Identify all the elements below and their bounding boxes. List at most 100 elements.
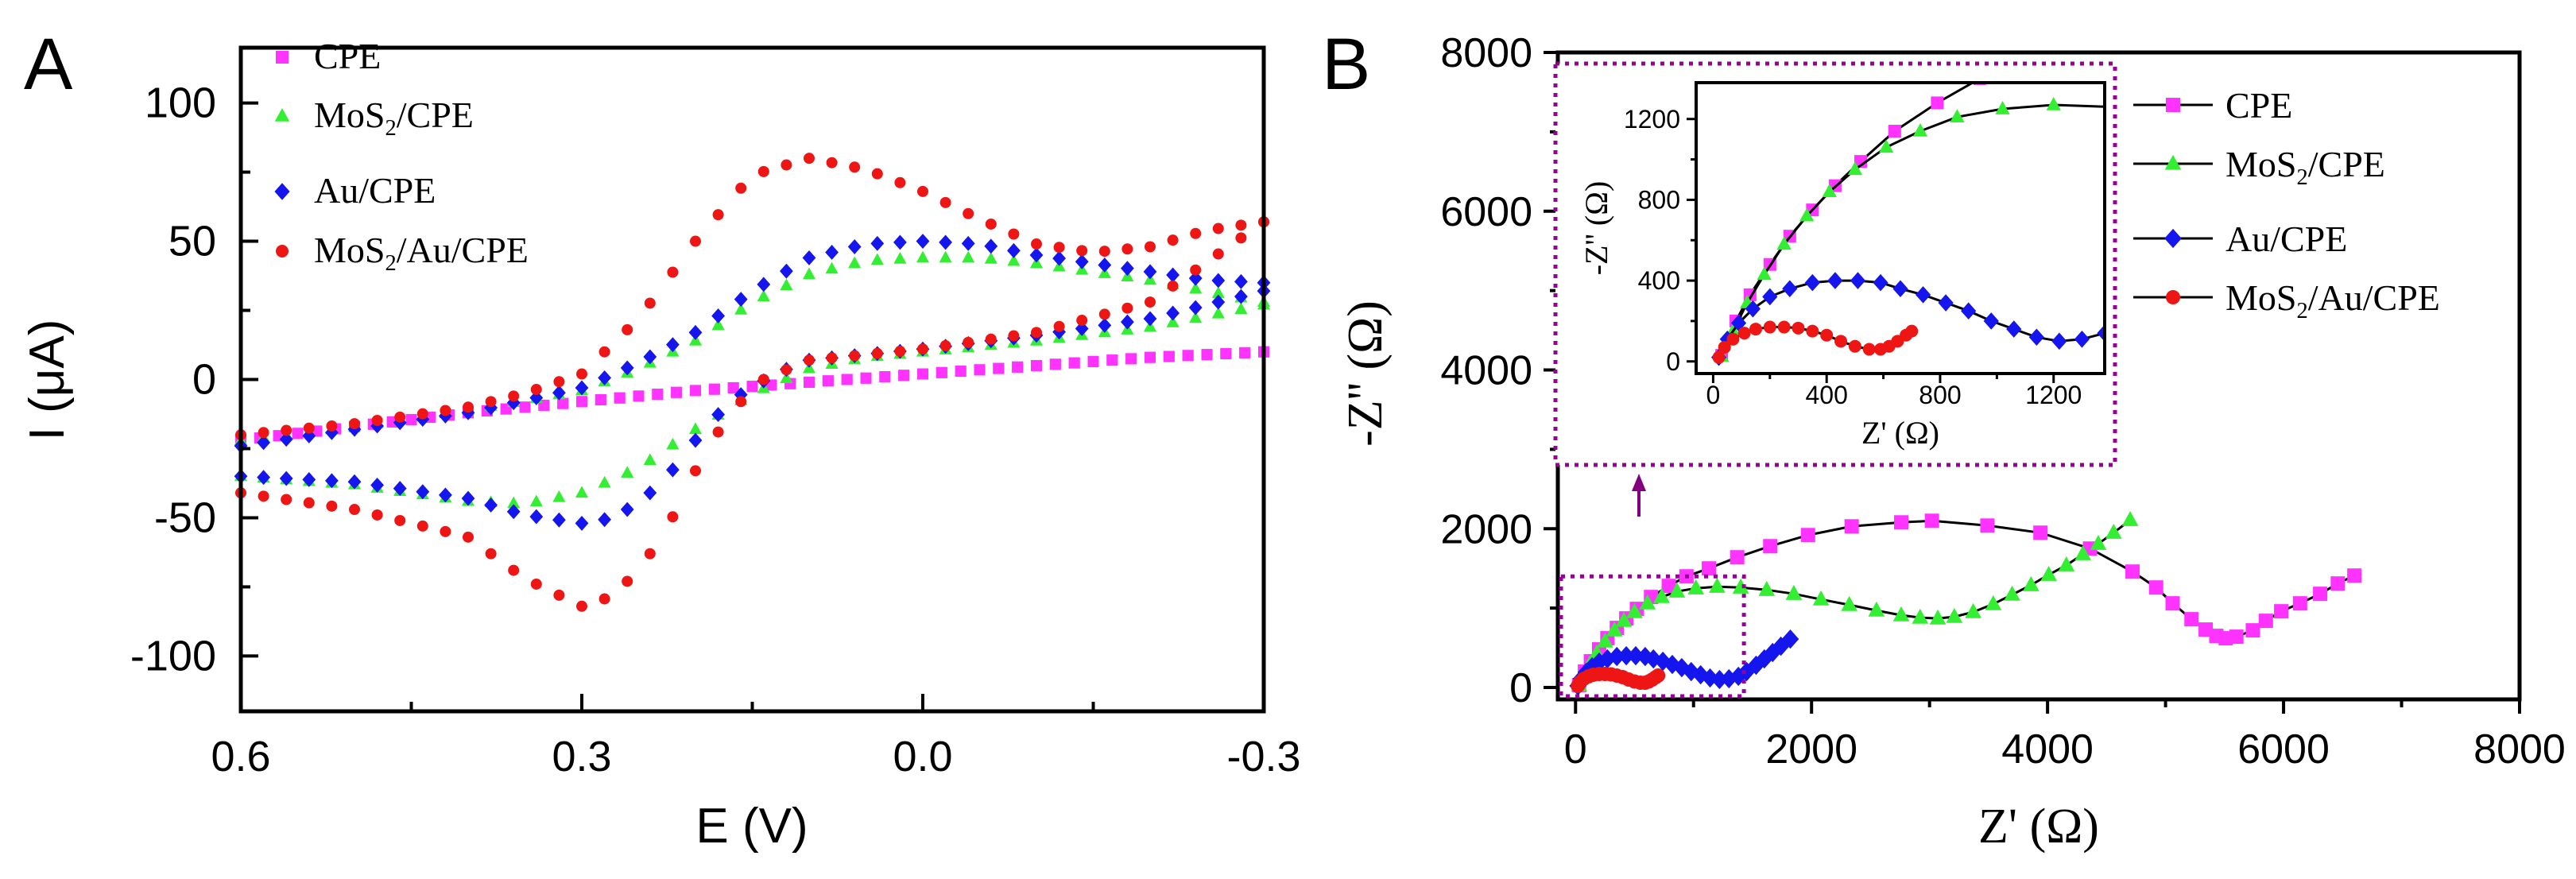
panel-a-point-MoS2/Au/CPE-reduction-2 xyxy=(281,494,292,505)
panel-a-point-Au/CPE-oxidation-19 xyxy=(825,245,839,260)
panel-a-point-CPE-oxidation-7 xyxy=(1125,353,1137,365)
panel-a-point-Au/CPE-oxidation-8 xyxy=(1075,254,1089,269)
panel-b-point-MoS2/CPE-30 xyxy=(2090,534,2107,550)
panel-a-point-MoS2/CPE-oxidation-3 xyxy=(1189,281,1203,294)
panel-b-y-axis-label: -Z'' (Ω) xyxy=(1338,300,1393,447)
panel-a-y-tick-label: 50 xyxy=(169,218,216,265)
panel-a-point-Au/CPE-oxidation-26 xyxy=(666,337,680,353)
panel-b-inset-y-tick-label: 1200 xyxy=(1624,105,1680,134)
panel-a-point-MoS2/CPE-reduction-18 xyxy=(643,453,657,466)
panel-b-inset-point-MoS2/Au/CPE-11 xyxy=(1848,339,1861,353)
panel-a-point-Au/CPE-reduction-39 xyxy=(1121,314,1134,330)
panel-a-point-MoS2/Au/CPE-oxidation-7 xyxy=(1098,246,1110,258)
panel-b-inset-point-MoS2/CPE-3 xyxy=(1757,266,1772,281)
panel-a-point-MoS2/Au/CPE-reduction-24 xyxy=(781,364,792,376)
panel-b-inset-point-MoS2/CPE-7 xyxy=(1847,161,1863,176)
panel-a-point-MoS2/Au/CPE-reduction-32 xyxy=(963,336,974,348)
panel-a-point-Au/CPE-reduction-44 xyxy=(1234,288,1248,304)
panel-a-point-Au/CPE-reduction-9 xyxy=(439,487,452,503)
panel-a-legend-label-0: CPE xyxy=(314,36,381,76)
panel-b-point-CPE-34 xyxy=(2330,576,2346,591)
panel-a-point-CPE-oxidation-29 xyxy=(708,383,720,395)
panel-b-inset-x-tick-label: 400 xyxy=(1805,381,1847,409)
panel-a-x-tick-label: 0.3 xyxy=(552,733,611,780)
panel-b-point-CPE-35 xyxy=(2347,568,2362,583)
panel-b-inset-y-tick-label: 800 xyxy=(1638,185,1680,214)
panel-a-point-CPE-oxidation-8 xyxy=(1106,354,1118,366)
panel-a-point-MoS2/Au/CPE-reduction-28 xyxy=(871,347,883,359)
panel-b-inset-point-Au/CPE-7 xyxy=(1827,272,1843,289)
panel-b-point-MoS2/CPE-12 xyxy=(1709,577,1726,593)
panel-a-point-Au/CPE-reduction-8 xyxy=(416,484,430,500)
panel-b-marks xyxy=(1569,511,2362,696)
panel-b-point-Au/CPE-10 xyxy=(1644,649,1663,669)
panel-a-point-Au/CPE-oxidation-10 xyxy=(1029,247,1044,263)
panel-a-point-MoS2/Au/CPE-reduction-20 xyxy=(690,465,701,477)
panel-b-inset-point-Au/CPE-11 xyxy=(1915,286,1931,304)
panel-b-point-MoS2/CPE-27 xyxy=(2040,565,2057,581)
panel-a-point-MoS2/CPE-reduction-12 xyxy=(507,496,521,509)
panel-b-point-Au/CPE-7 xyxy=(1617,645,1635,666)
panel-b-point-Au/CPE-17 xyxy=(1710,669,1729,690)
panel-a-point-MoS2/Au/CPE-oxidation-26 xyxy=(667,266,679,278)
panel-b-point-MoS2/CPE-21 xyxy=(1929,609,1947,625)
panel-a-point-MoS2/Au/CPE-oxidation-3 xyxy=(1190,227,1202,239)
panel-a-point-MoS2/Au/CPE-oxidation-39 xyxy=(371,414,383,426)
panel-a-legend-marker-0 xyxy=(276,51,289,64)
panel-b-point-MoS2/CPE-6 xyxy=(1615,611,1633,627)
panel-b-inset-point-Au/CPE-14 xyxy=(1983,312,1999,330)
panel-b-inset-x-axis-label: Z' (Ω) xyxy=(1861,415,1939,451)
panel-b-y-tick-label: 2000 xyxy=(1440,506,1532,552)
panel-a-point-MoS2/CPE-oxidation-24 xyxy=(711,318,725,331)
panel-b-inset-y-tick-label: 400 xyxy=(1638,266,1680,295)
panel-a-point-CPE-oxidation-32 xyxy=(652,389,664,401)
panel-b-point-CPE-23 xyxy=(2165,596,2180,611)
panel-a-point-MoS2/Au/CPE-reduction-38 xyxy=(1098,308,1110,320)
panel-a-point-MoS2/Au/CPE-reduction-41 xyxy=(1167,280,1179,292)
panel-a-point-Au/CPE-reduction-17 xyxy=(620,501,634,517)
panel-b-point-CPE-14 xyxy=(1800,528,1815,543)
panel-a-point-CPE-oxidation-12 xyxy=(1031,360,1042,372)
panel-b-inset-point-Au/CPE-8 xyxy=(1850,272,1866,289)
panel-a-point-MoS2/Au/CPE-reduction-4 xyxy=(326,500,338,512)
panel-a-point-Au/CPE-oxidation-43 xyxy=(279,432,293,447)
panel-b-point-MoS2/CPE-23 xyxy=(1965,602,1981,618)
panel-b-point-MoS2/CPE-31 xyxy=(2105,524,2122,539)
panel-a-point-MoS2/Au/CPE-oxidation-35 xyxy=(463,401,474,413)
panel-a-point-MoS2/Au/CPE-reduction-37 xyxy=(1076,315,1088,327)
panel-a-point-Au/CPE-reduction-13 xyxy=(529,509,544,525)
panel-a-point-MoS2/CPE-oxidation-14 xyxy=(939,250,952,263)
panel-a-point-MoS2/Au/CPE-reduction-16 xyxy=(598,593,610,605)
panel-b-point-CPE-32 xyxy=(2292,596,2307,611)
panel-b-zoom-arrowhead xyxy=(1632,474,1646,491)
panel-a: A 0.6 0.3 0.0 -0.3 100 50 0 -50 -100 CPE MoS2/CPE… xyxy=(20,24,1301,854)
panel-a-point-Au/CPE-reduction-42 xyxy=(1188,300,1203,316)
panel-b-point-MoS2/CPE-11 xyxy=(1687,579,1705,594)
panel-a-point-Au/CPE-reduction-10 xyxy=(461,490,475,506)
panel-a-point-MoS2/Au/CPE-oxidation-19 xyxy=(826,157,838,168)
panel-a-point-CPE-oxidation-35 xyxy=(595,394,606,406)
panel-b-point-CPE-19 xyxy=(2033,525,2048,540)
panel-b-y-tick-label: 8000 xyxy=(1440,30,1532,76)
panel-b-inset-point-MoS2/Au/CPE-5 xyxy=(1763,320,1776,334)
panel-a-point-MoS2/Au/CPE-reduction-43 xyxy=(1212,248,1224,260)
panel-a-point-MoS2/Au/CPE-oxidation-24 xyxy=(712,209,724,221)
panel-a-point-MoS2/CPE-oxidation-17 xyxy=(870,253,884,265)
panel-a-point-CPE-oxidation-3 xyxy=(1201,349,1213,361)
panel-a-point-Au/CPE-oxidation-28 xyxy=(620,360,634,376)
panel-a-y-axis-label: I (μA) xyxy=(20,319,75,441)
panel-b-inset-x-tick-label: 0 xyxy=(1706,381,1721,409)
panel-a-point-MoS2/Au/CPE-reduction-19 xyxy=(667,511,679,523)
panel-a-point-MoS2/Au/CPE-reduction-33 xyxy=(985,333,997,345)
panel-b-point-Au/CPE-14 xyxy=(1682,661,1700,682)
panel-a-point-MoS2/CPE-reduction-43 xyxy=(1211,306,1225,319)
panel-a-point-Au/CPE-reduction-1 xyxy=(257,470,270,486)
panel-a-legend-label-3: MoS2/Au/CPE xyxy=(314,230,529,276)
panel-b-point-CPE-31 xyxy=(2274,604,2289,619)
panel-b-inset-point-MoS2/CPE-12 xyxy=(2046,96,2061,110)
panel-a-point-CPE-oxidation-37 xyxy=(557,397,569,409)
panel-a-point-MoS2/Au/CPE-oxidation-9 xyxy=(1053,242,1065,254)
panel-b-point-MoS2/CPE-16 xyxy=(1812,590,1830,606)
panel-b-point-MoS2/CPE-8 xyxy=(1639,594,1656,610)
panel-b-inset-point-Au/CPE-18 xyxy=(2074,330,2090,348)
